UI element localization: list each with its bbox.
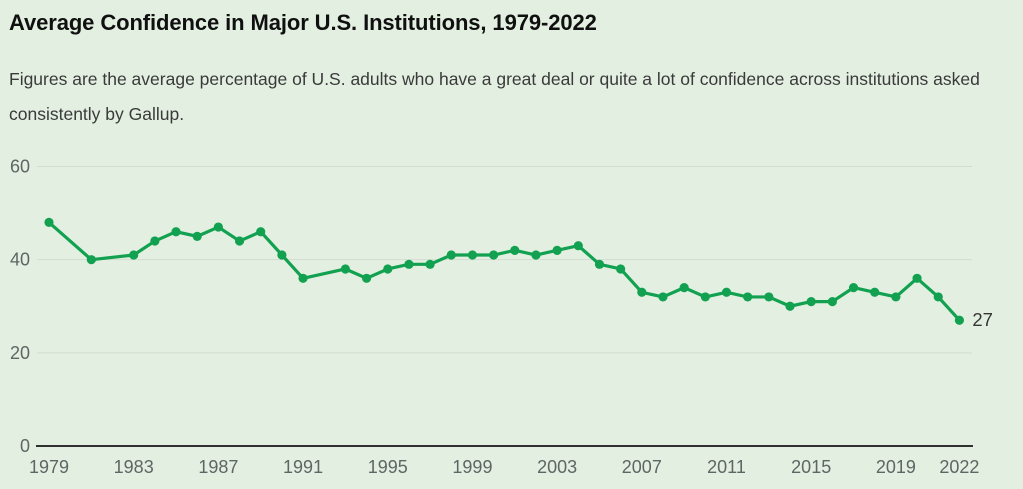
data-point-2022[interactable] — [954, 315, 965, 325]
x-tick-label-2015: 2015 — [791, 457, 831, 477]
data-point-2011[interactable] — [721, 287, 732, 297]
x-tick-label-1995: 1995 — [368, 457, 408, 477]
data-point-2020[interactable] — [912, 273, 922, 283]
confidence-line — [47, 220, 962, 322]
data-point-2000[interactable] — [489, 250, 499, 260]
data-point-1986[interactable] — [192, 231, 202, 241]
y-tick-label-40: 40 — [10, 250, 30, 270]
x-tick-label-2022: 2022 — [939, 457, 979, 477]
data-point-1989[interactable] — [256, 227, 266, 237]
data-point-1990[interactable] — [277, 250, 287, 260]
chart-title: Average Confidence in Major U.S. Institu… — [9, 10, 597, 35]
x-tick-label-2011: 2011 — [707, 457, 746, 477]
data-point-2016[interactable] — [827, 296, 837, 307]
data-point-1979[interactable] — [44, 217, 54, 227]
data-point-2009[interactable] — [679, 283, 689, 293]
x-tick-label-2007: 2007 — [622, 457, 662, 477]
data-point-2013[interactable] — [764, 292, 774, 302]
data-point-1998[interactable] — [446, 250, 456, 260]
data-point-2021[interactable] — [933, 292, 943, 302]
data-point-2018[interactable] — [870, 287, 880, 297]
x-tick-label-1987: 1987 — [198, 457, 238, 477]
y-tick-label-20: 20 — [10, 343, 30, 363]
data-point-2005[interactable] — [594, 259, 605, 269]
data-point-1985[interactable] — [171, 227, 181, 237]
x-tick-label-1999: 1999 — [452, 457, 492, 477]
data-point-1987[interactable] — [213, 222, 223, 232]
x-tick-label-2019: 2019 — [876, 457, 916, 477]
data-point-2002[interactable] — [531, 250, 541, 260]
data-point-2007[interactable] — [637, 287, 647, 297]
data-point-1991[interactable] — [298, 273, 308, 283]
data-point-2019[interactable] — [891, 292, 901, 302]
y-tick-label-60: 60 — [10, 157, 30, 177]
x-tick-label-1991: 1991 — [283, 457, 323, 477]
data-point-1983[interactable] — [129, 250, 139, 260]
data-point-2015[interactable] — [806, 296, 816, 307]
data-point-1993[interactable] — [340, 264, 351, 274]
line-chart: 0 20 40 60 1979 1983 1987 1991 1995 1999 2003 2007 2… — [10, 157, 993, 478]
data-point-2003[interactable] — [552, 245, 562, 255]
data-point-1995[interactable] — [383, 264, 393, 274]
data-point-2004[interactable] — [573, 241, 583, 251]
end-value-label: 27 — [972, 309, 993, 330]
data-point-2008[interactable] — [658, 292, 668, 302]
data-point-1999[interactable] — [467, 250, 478, 260]
data-point-2006[interactable] — [616, 264, 626, 274]
x-tick-label-1979: 1979 — [29, 457, 69, 477]
x-tick-label-1983: 1983 — [114, 457, 154, 477]
y-tick-label-0: 0 — [20, 436, 30, 456]
chart-subtitle: Figures are the average percentage of U.… — [9, 69, 980, 124]
data-point-1996[interactable] — [404, 259, 414, 269]
data-point-2014[interactable] — [785, 301, 795, 311]
data-point-1997[interactable] — [425, 259, 435, 269]
data-point-1981[interactable] — [86, 255, 96, 265]
data-point-2010[interactable] — [700, 292, 710, 302]
data-point-1984[interactable] — [150, 236, 160, 246]
data-point-1988[interactable] — [234, 236, 245, 246]
x-tick-label-2003: 2003 — [537, 457, 577, 477]
data-point-2001[interactable] — [510, 245, 520, 255]
data-point-1994[interactable] — [361, 273, 372, 283]
data-point-2017[interactable] — [848, 283, 859, 293]
data-point-2012[interactable] — [743, 292, 753, 302]
